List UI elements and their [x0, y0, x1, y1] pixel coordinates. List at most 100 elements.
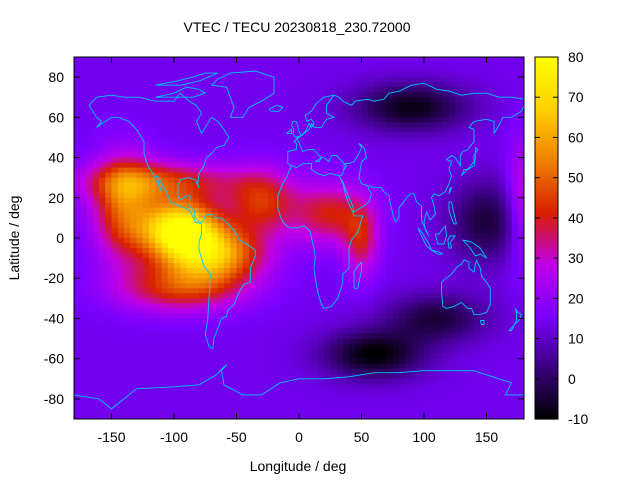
heatmap-cell — [205, 348, 213, 355]
heatmap-cell — [317, 388, 325, 395]
heatmap-cell — [499, 147, 506, 154]
heatmap-cell — [517, 162, 524, 169]
heatmap-cell — [205, 122, 213, 128]
heatmap-cell — [142, 393, 150, 400]
heatmap-cell — [236, 152, 244, 159]
heatmap-cell — [155, 132, 163, 139]
heatmap-cell — [92, 137, 100, 144]
heatmap-cell — [467, 222, 475, 229]
heatmap-cell — [180, 258, 188, 264]
heatmap-cell — [174, 102, 181, 108]
heatmap-cell — [474, 182, 481, 189]
heatmap-cell — [192, 187, 200, 194]
heatmap-cell — [505, 358, 513, 365]
heatmap-cell — [374, 97, 381, 103]
heatmap-cell — [174, 318, 181, 325]
heatmap-cell — [374, 253, 381, 259]
heatmap-cell — [142, 87, 150, 93]
heatmap-cell — [455, 57, 463, 63]
heatmap-cell — [349, 393, 356, 400]
heatmap-cell — [336, 122, 344, 128]
heatmap-cell — [317, 167, 325, 174]
heatmap-cell — [442, 368, 450, 375]
heatmap-cell — [130, 57, 138, 63]
heatmap-cell — [92, 373, 100, 380]
heatmap-cell — [236, 253, 244, 259]
heatmap-cell — [492, 343, 500, 350]
heatmap-cell — [317, 248, 325, 254]
heatmap-cell — [305, 243, 313, 249]
heatmap-cell — [280, 147, 288, 154]
heatmap-cell — [211, 177, 219, 184]
heatmap-cell — [311, 373, 319, 380]
heatmap-cell — [486, 57, 494, 63]
heatmap-cell — [242, 232, 250, 239]
heatmap-cell — [380, 273, 388, 279]
heatmap-cell — [299, 112, 306, 118]
heatmap-cell — [424, 137, 431, 144]
heatmap-cell — [161, 393, 169, 400]
heatmap-cell — [480, 217, 488, 224]
heatmap-cell — [505, 253, 513, 259]
heatmap-cell — [286, 77, 294, 83]
heatmap-cell — [286, 57, 294, 63]
heatmap-cell — [242, 172, 250, 179]
heatmap-cell — [224, 288, 231, 294]
heatmap-cell — [417, 248, 425, 254]
heatmap-cell — [442, 102, 450, 108]
heatmap-cell — [455, 217, 463, 224]
heatmap-cell — [417, 338, 425, 345]
heatmap-cell — [492, 363, 500, 370]
heatmap-cell — [336, 202, 344, 209]
heatmap-cell — [349, 343, 356, 350]
heatmap-cell — [324, 82, 331, 88]
heatmap-cell — [399, 348, 406, 355]
heatmap-cell — [386, 263, 394, 269]
heatmap-cell — [455, 313, 463, 320]
heatmap-cell — [430, 132, 438, 139]
heatmap-cell — [286, 243, 294, 249]
heatmap-cell — [217, 383, 225, 390]
heatmap-cell — [492, 328, 500, 335]
heatmap-cell — [299, 268, 306, 274]
heatmap-cell — [330, 117, 338, 123]
heatmap-cell — [511, 373, 519, 380]
heatmap-cell — [136, 72, 144, 78]
heatmap-cell — [474, 283, 481, 289]
heatmap-cell — [299, 67, 306, 73]
heatmap-cell — [442, 207, 450, 214]
heatmap-cell — [117, 87, 125, 93]
heatmap-cell — [436, 187, 444, 194]
heatmap-cell — [217, 182, 225, 189]
heatmap-cell — [305, 293, 313, 299]
heatmap-cell — [111, 132, 119, 139]
heatmap-cell — [349, 313, 356, 320]
heatmap-cell — [261, 137, 269, 144]
heatmap-cell — [411, 253, 419, 259]
heatmap-cell — [505, 67, 513, 73]
heatmap-cell — [324, 217, 331, 224]
heatmap-cell — [186, 87, 194, 93]
heatmap-cell — [192, 82, 200, 88]
heatmap-cell — [480, 227, 488, 234]
heatmap-cell — [99, 363, 106, 370]
heatmap-cell — [330, 323, 338, 330]
heatmap-cell — [136, 142, 144, 149]
heatmap-cell — [199, 353, 206, 360]
heatmap-cell — [180, 127, 188, 134]
heatmap-cell — [299, 197, 306, 204]
heatmap-cell — [449, 308, 456, 315]
heatmap-cell — [130, 253, 138, 259]
heatmap-cell — [311, 333, 319, 340]
heatmap-cell — [336, 212, 344, 219]
heatmap-cell — [367, 147, 375, 154]
heatmap-cell — [274, 333, 281, 340]
heatmap-cell — [117, 378, 125, 385]
heatmap-cell — [155, 192, 163, 199]
heatmap-cell — [455, 172, 463, 179]
heatmap-cell — [380, 328, 388, 335]
heatmap-cell — [480, 92, 488, 98]
heatmap-cell — [305, 177, 313, 184]
heatmap-cell — [224, 127, 231, 134]
